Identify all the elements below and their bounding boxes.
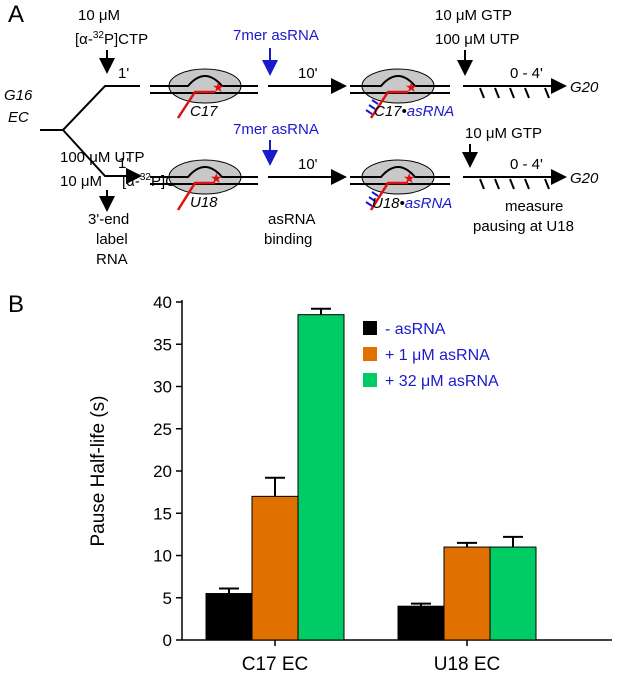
error-bar xyxy=(311,307,331,315)
text: 10 μM GTP xyxy=(465,125,542,142)
y-tick-label: 25 xyxy=(153,420,172,439)
bar xyxy=(251,495,299,641)
text: 0 - 4' xyxy=(510,65,543,82)
legend-swatch xyxy=(363,373,377,387)
text: C17 xyxy=(190,103,218,120)
text: C17•asRNA xyxy=(374,103,454,120)
bar xyxy=(297,314,345,641)
pause-marks xyxy=(479,178,550,190)
text: 1' xyxy=(118,155,129,172)
y-axis-label: Pause Half-life (s) xyxy=(88,396,109,547)
text: [α-32P]CTP xyxy=(75,30,148,48)
x-tick-label: U18 EC xyxy=(434,654,501,675)
legend-swatch xyxy=(363,347,377,361)
error-bar xyxy=(219,587,239,594)
text: 100 μM UTP xyxy=(60,149,145,166)
svg-text:★: ★ xyxy=(210,170,223,186)
y-tick-label: 40 xyxy=(153,293,172,312)
y-tick-label: 35 xyxy=(153,335,172,354)
bar xyxy=(205,593,253,641)
legend-label: - asRNA xyxy=(385,321,446,338)
pause-marks xyxy=(479,87,550,99)
error-bar xyxy=(457,541,477,548)
text: 10 μM xyxy=(78,7,120,24)
start-label: G16 xyxy=(4,87,33,104)
text: asRNA xyxy=(268,211,316,228)
bar xyxy=(489,546,537,641)
text: 1' xyxy=(118,65,129,82)
complex: ★ xyxy=(150,159,258,211)
text: G20 xyxy=(570,79,599,96)
text: 10 μM xyxy=(60,173,102,190)
svg-text:★: ★ xyxy=(405,79,418,95)
panel-label: B xyxy=(8,291,24,318)
y-tick-label: 15 xyxy=(153,504,172,523)
bar xyxy=(443,546,491,641)
text: binding xyxy=(264,231,312,248)
text: 7mer asRNA xyxy=(233,121,319,138)
y-tick-label: 10 xyxy=(153,547,172,566)
x-tick-label: C17 EC xyxy=(242,654,309,675)
complex: ★ xyxy=(150,68,258,119)
complex: ★ xyxy=(350,68,450,119)
text: G20 xyxy=(570,170,599,187)
legend-label: + 32 μM asRNA xyxy=(385,373,499,390)
y-tick-label: 30 xyxy=(153,378,172,397)
panel-label: A xyxy=(8,1,24,28)
legend-swatch xyxy=(363,321,377,335)
text: 0 - 4' xyxy=(510,156,543,173)
svg-text:★: ★ xyxy=(212,79,225,95)
y-tick-label: 0 xyxy=(163,631,172,650)
text: label xyxy=(96,231,128,248)
bar xyxy=(397,605,445,641)
text: U18 xyxy=(190,194,218,211)
text: 7mer asRNA xyxy=(233,27,319,44)
start-label: EC xyxy=(8,109,29,126)
error-bar xyxy=(265,476,285,497)
text: U18•asRNA xyxy=(372,195,452,212)
y-tick-label: 5 xyxy=(163,589,172,608)
bar-chart: 0 5 10 15 20 25 30 35 40 Pause Half-life (s) C17 E… xyxy=(88,293,612,675)
panel-a: A G16 EC 10 μM [α-32P]CTP 1' ★ C17 7mer … xyxy=(4,1,599,268)
error-bar xyxy=(503,535,523,548)
text: 10 μM GTP xyxy=(435,7,512,24)
text: pausing at U18 xyxy=(473,218,574,235)
text: 100 μM UTP xyxy=(435,31,520,48)
text: 3'-end xyxy=(88,211,129,228)
text: RNA xyxy=(96,251,128,268)
text: measure xyxy=(505,198,563,215)
text: 10' xyxy=(298,65,318,82)
svg-text:★: ★ xyxy=(403,170,416,186)
legend-label: + 1 μM asRNA xyxy=(385,347,490,364)
y-tick-label: 20 xyxy=(153,462,172,481)
text: 10' xyxy=(298,156,318,173)
complex: ★ xyxy=(350,159,450,211)
